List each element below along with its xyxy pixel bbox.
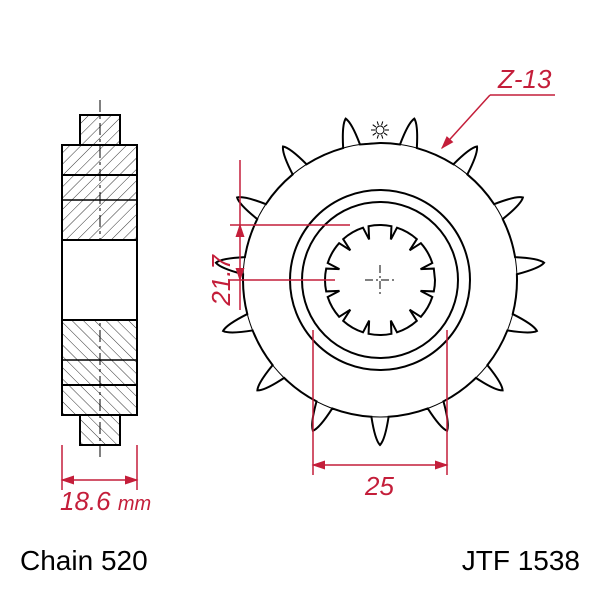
svg-text:25: 25 xyxy=(364,471,394,501)
svg-text:Z-13: Z-13 xyxy=(497,64,552,94)
dim-bore: 21.7 xyxy=(206,160,350,310)
dim-width: 18.6 mm xyxy=(60,486,151,516)
side-view: 18.6 mm xyxy=(60,100,151,516)
tooth-label-leader: Z-13 xyxy=(442,64,555,148)
technical-drawing: 18.6 mm 21.7 25 Z-13 xyxy=(0,0,600,600)
sun-mark xyxy=(371,121,389,138)
part-number: JTF 1538 xyxy=(462,545,580,576)
chain-label: Chain 520 xyxy=(20,545,148,576)
svg-text:21.7: 21.7 xyxy=(206,253,236,306)
